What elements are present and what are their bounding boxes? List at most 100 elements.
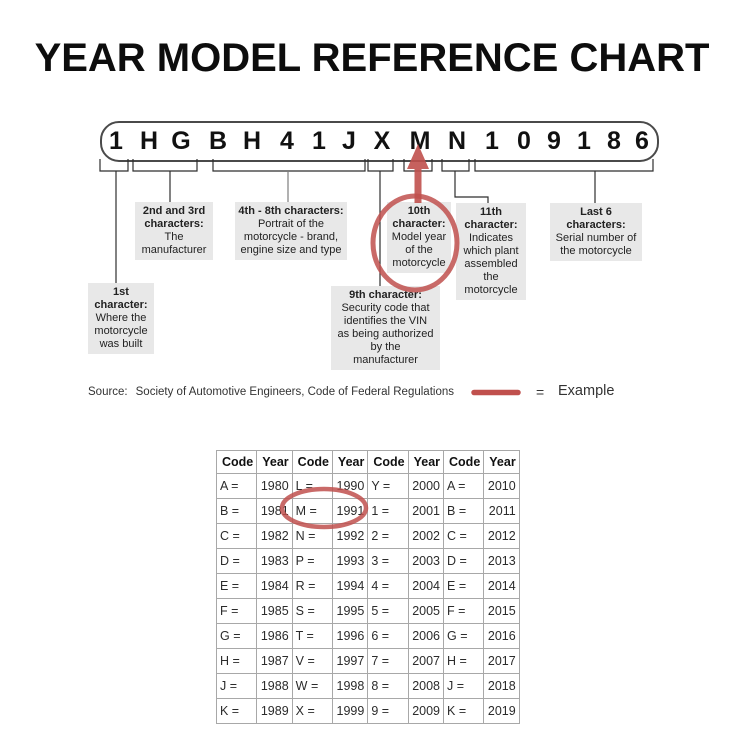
table-row: H = 1987 V = 1997 7 = 2007 H = 2017 — [215, 648, 520, 674]
year-cell: 2016 — [483, 623, 520, 649]
callout-title: 2nd and 3rd characters: — [142, 205, 206, 230]
callout-body: Where the motorcycle was built — [94, 312, 148, 350]
callout-2nd-3rd-characters: 2nd and 3rd characters: The manufacturer — [135, 202, 213, 260]
code-cell: A = — [443, 473, 485, 499]
code-cell: N = — [291, 523, 333, 549]
code-cell: K = — [215, 698, 258, 724]
code-cell: 4 = — [367, 573, 409, 599]
code-cell: L = — [291, 473, 333, 499]
callout-title: 11th character: — [464, 206, 518, 231]
year-cell: 2010 — [483, 473, 520, 499]
year-cell: 2005 — [407, 598, 445, 624]
code-cell: F = — [215, 598, 258, 624]
code-cell: B = — [215, 498, 258, 524]
year-cell: 2002 — [407, 523, 445, 549]
year-cell: 2019 — [483, 698, 520, 724]
year-code-table-container: Code Year Code Year Code Year Code Year A = 1980 L… — [215, 450, 520, 724]
table-row: B = 1981 M = 1991 1 = 2001 B = 2011 — [215, 498, 520, 524]
code-cell: 7 = — [367, 648, 409, 674]
table-row: F = 1985 S = 1995 5 = 2005 F = 2015 — [215, 598, 520, 624]
year-cell: 1996 — [331, 623, 369, 649]
code-cell: X = — [291, 698, 333, 724]
year-cell: 1992 — [331, 523, 369, 549]
table-row: D = 1983 P = 1993 3 = 2003 D = 2013 — [215, 548, 520, 574]
year-cell: 1981 — [256, 498, 293, 524]
code-cell: 1 = — [367, 498, 409, 524]
vin-char-8: J — [342, 127, 356, 155]
year-cell: 2004 — [407, 573, 445, 599]
year-cell: 1987 — [256, 648, 293, 674]
year-cell: 2009 — [407, 698, 445, 724]
connector-11th — [454, 171, 489, 203]
year-cell: 2015 — [483, 598, 520, 624]
year-cell: 1999 — [331, 698, 369, 724]
code-cell: D = — [443, 548, 485, 574]
code-cell: E = — [215, 573, 258, 599]
code-cell: R = — [291, 573, 333, 599]
callout-body: Serial number of the motorcycle — [555, 232, 637, 257]
year-cell: 1990 — [331, 473, 369, 499]
vin-char-2: H — [139, 127, 159, 155]
table-header-year: Year — [407, 450, 445, 474]
vin-char-16: 8 — [607, 127, 621, 155]
vin-char-3: G — [171, 127, 191, 155]
source-label: Source: — [88, 386, 128, 398]
callout-title: 10th character: — [392, 205, 446, 230]
code-cell: G = — [443, 623, 485, 649]
code-cell: 3 = — [367, 548, 409, 574]
source-line: Source: Society of Automotive Engineers, … — [88, 386, 454, 398]
year-cell: 1988 — [256, 673, 293, 699]
table-row: C = 1982 N = 1992 2 = 2002 C = 2012 — [215, 523, 520, 549]
callout-body: The manufacturer — [141, 231, 207, 256]
code-cell: 8 = — [367, 673, 409, 699]
year-cell: 1994 — [331, 573, 369, 599]
vin-char-17: 6 — [635, 127, 649, 155]
vin-char-11: N — [447, 127, 467, 155]
year-cell: 2000 — [407, 473, 445, 499]
code-cell: H = — [443, 648, 485, 674]
year-cell: 2017 — [483, 648, 520, 674]
year-cell: 1998 — [331, 673, 369, 699]
vin-char-7: 1 — [312, 127, 326, 155]
code-cell: M = — [291, 498, 333, 524]
callout-title: 4th - 8th characters: — [238, 205, 344, 217]
code-cell: A = — [215, 473, 258, 499]
code-cell: C = — [215, 523, 258, 549]
year-cell: 2006 — [407, 623, 445, 649]
vin-char-13: 0 — [517, 127, 531, 155]
code-cell: G = — [215, 623, 258, 649]
year-cell: 1991 — [331, 498, 369, 524]
year-code-table: Code Year Code Year Code Year Code Year A = 1980 L… — [215, 450, 520, 724]
code-cell: 5 = — [367, 598, 409, 624]
code-cell: D = — [215, 548, 258, 574]
year-cell: 2018 — [483, 673, 520, 699]
code-cell: 9 = — [367, 698, 409, 724]
callout-11th-character: 11th character: Indicates which plant as… — [456, 203, 526, 300]
table-header-code: Code — [367, 450, 409, 474]
year-cell: 2007 — [407, 648, 445, 674]
code-cell: K = — [443, 698, 485, 724]
table-header-year: Year — [256, 450, 293, 474]
callout-body: Portrait of the motorcycle - brand, engi… — [240, 218, 342, 256]
table-row: K = 1989 X = 1999 9 = 2009 K = 2019 — [215, 698, 520, 724]
year-cell: 1995 — [331, 598, 369, 624]
page-title: YEAR MODEL REFERENCE CHART — [34, 36, 710, 80]
year-cell: 1982 — [256, 523, 293, 549]
code-cell: C = — [443, 523, 485, 549]
vin-char-9: X — [373, 127, 391, 155]
callout-title: Last 6 characters: — [566, 206, 626, 231]
year-cell: 2012 — [483, 523, 520, 549]
source-text: Society of Automotive Engineers, Code of… — [135, 386, 454, 398]
code-cell: F = — [443, 598, 485, 624]
legend-example-label: Example — [558, 383, 615, 399]
year-cell: 1983 — [256, 548, 293, 574]
code-cell: 2 = — [367, 523, 409, 549]
vin-char-4: B — [208, 127, 228, 155]
table-header-code: Code — [291, 450, 333, 474]
vin-char-10: M — [409, 127, 431, 155]
code-cell: P = — [291, 548, 333, 574]
code-cell: J = — [215, 673, 258, 699]
callout-10th-character: 10th character: Model year of the motorc… — [387, 202, 451, 273]
table-header-code: Code — [443, 450, 485, 474]
